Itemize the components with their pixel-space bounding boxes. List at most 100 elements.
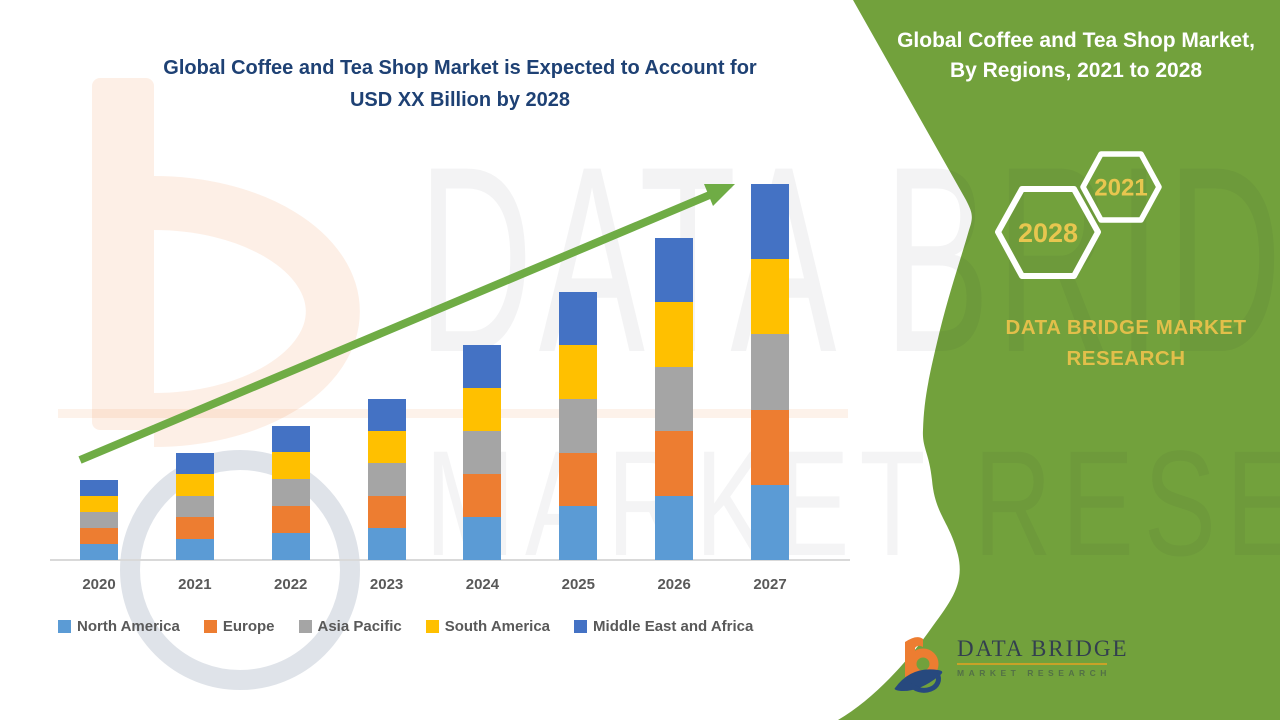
logo-text-block: DATA BRIDGE MARKET RESEARCH xyxy=(957,636,1129,678)
bar-segment-south-america xyxy=(80,495,118,512)
logo-swoosh xyxy=(894,669,943,692)
logo-swoosh-ring xyxy=(908,672,941,693)
panel-heading-line1: Global Coffee and Tea Shop Market, xyxy=(897,29,1255,52)
legend-item-middle-east-and-africa: Middle East and Africa xyxy=(574,618,753,635)
bar-segment-europe xyxy=(655,431,694,496)
bar-segment-europe xyxy=(271,506,310,534)
bar-segment-europe xyxy=(751,409,790,485)
legend-item-europe: Europe xyxy=(203,618,275,635)
green-panel xyxy=(838,0,1280,720)
logo-name: DATA BRIDGE xyxy=(957,636,1129,661)
ghost-logo-watermark xyxy=(92,78,360,690)
logo-gold-rule xyxy=(957,663,1107,665)
x-label-2026: 2026 xyxy=(657,576,691,593)
databridge-logo-icon xyxy=(894,637,943,693)
bar-segment-asia-pacific xyxy=(175,495,214,517)
logo-tagline: MARKET RESEARCH xyxy=(957,668,1111,678)
bar-segment-north-america xyxy=(463,517,502,560)
bar-segment-middle-east-and-africa xyxy=(751,184,790,260)
bar-segment-asia-pacific xyxy=(559,398,598,453)
bar-2022 xyxy=(271,425,310,560)
chart-title: Global Coffee and Tea Shop Market is Exp… xyxy=(88,52,832,116)
ghost-b-stem xyxy=(92,78,154,430)
bar-segment-europe xyxy=(80,527,118,544)
brand-line2: RESEARCH xyxy=(1066,347,1186,370)
hexagon-2021 xyxy=(1080,151,1162,223)
ghost-b-bowl xyxy=(153,176,360,447)
legend-item-south-america: South America xyxy=(425,618,551,635)
bar-segment-north-america xyxy=(175,538,214,560)
trend-arrow-line xyxy=(78,190,714,464)
ghost-circle-swoosh xyxy=(120,450,360,690)
ghost-horizontal-band xyxy=(58,409,848,418)
legend-label: Asia Pacific xyxy=(317,618,402,635)
bar-segment-middle-east-and-africa xyxy=(80,479,118,496)
year-hexagons: 2021 2028 xyxy=(995,151,1162,279)
legend-label: Middle East and Africa xyxy=(593,618,754,635)
hexagon-2028 xyxy=(995,186,1101,279)
legend-label: South America xyxy=(444,618,551,635)
legend-swatch xyxy=(58,620,71,633)
bar-2020 xyxy=(80,479,118,560)
legend-label: Europe xyxy=(222,618,275,635)
legend-swatch xyxy=(574,620,588,633)
x-label-2022: 2022 xyxy=(274,576,308,593)
bar-segment-north-america xyxy=(655,495,694,560)
hexagon-2028-label: 2028 xyxy=(1018,218,1078,248)
bar-segment-north-america xyxy=(559,506,598,560)
bar-segment-asia-pacific xyxy=(367,463,406,496)
x-label-2027: 2027 xyxy=(753,576,787,593)
bar-segment-south-america xyxy=(367,431,406,464)
bar-segment-middle-east-and-africa xyxy=(175,452,214,474)
hexagon-2021-label: 2021 xyxy=(1094,174,1147,201)
legend-item-asia-pacific: Asia Pacific xyxy=(298,618,402,635)
bar-segment-north-america xyxy=(367,527,406,560)
chart-title-line2: USD XX Billion by 2028 xyxy=(349,89,571,111)
bar-segment-europe xyxy=(175,517,214,539)
x-label-2024: 2024 xyxy=(465,576,500,593)
bar-2026 xyxy=(655,237,694,560)
bar-2023 xyxy=(367,399,406,560)
panel-heading: Global Coffee and Tea Shop Market, By Re… xyxy=(878,26,1274,86)
bar-segment-south-america xyxy=(175,474,214,496)
brand-wordmark: DATA BRIDGE MARKET RESEARCH xyxy=(1000,312,1252,374)
bar-segment-asia-pacific xyxy=(751,334,790,410)
bar-segment-middle-east-and-africa xyxy=(271,425,310,453)
bar-segment-middle-east-and-africa xyxy=(655,237,694,302)
chart-legend: North America Europe Asia Pacific South Ame… xyxy=(58,618,753,635)
bar-segment-asia-pacific xyxy=(655,366,694,431)
legend-label: North America xyxy=(77,618,180,635)
bar-2021 xyxy=(175,452,214,560)
bar-segment-south-america xyxy=(463,388,502,431)
bar-segment-south-america xyxy=(559,345,598,399)
legend-item-north-america: North America xyxy=(58,618,180,635)
bar-2025 xyxy=(559,291,598,560)
x-label-2023: 2023 xyxy=(369,576,404,593)
databridge-logo: DATA BRIDGE MARKET RESEARCH xyxy=(893,636,1129,698)
bar-segment-north-america xyxy=(80,543,118,560)
bar-segment-asia-pacific xyxy=(271,479,310,507)
legend-swatch xyxy=(203,620,217,633)
chart-title-line1: Global Coffee and Tea Shop Market is Exp… xyxy=(163,57,757,79)
x-axis-line xyxy=(50,559,850,561)
bar-segment-north-america xyxy=(271,533,310,560)
bar-segment-europe xyxy=(559,452,598,507)
bar-segment-asia-pacific xyxy=(80,511,118,528)
bar-segment-middle-east-and-africa xyxy=(463,345,502,388)
bar-2027 xyxy=(751,184,790,560)
bar-2024 xyxy=(463,345,502,560)
x-label-2020: 2020 xyxy=(82,576,116,593)
panel-heading-line2: By Regions, 2021 to 2028 xyxy=(949,59,1203,82)
x-label-2021: 2021 xyxy=(178,576,212,593)
bar-segment-north-america xyxy=(751,484,790,560)
bar-segment-europe xyxy=(463,474,502,517)
legend-swatch xyxy=(298,620,312,633)
brand-line1: DATA BRIDGE MARKET xyxy=(1005,316,1247,339)
bar-segment-asia-pacific xyxy=(463,431,502,474)
bar-segment-europe xyxy=(367,495,406,528)
x-label-2025: 2025 xyxy=(561,576,595,593)
bar-segment-middle-east-and-africa xyxy=(559,291,598,346)
bar-segment-south-america xyxy=(271,452,310,480)
